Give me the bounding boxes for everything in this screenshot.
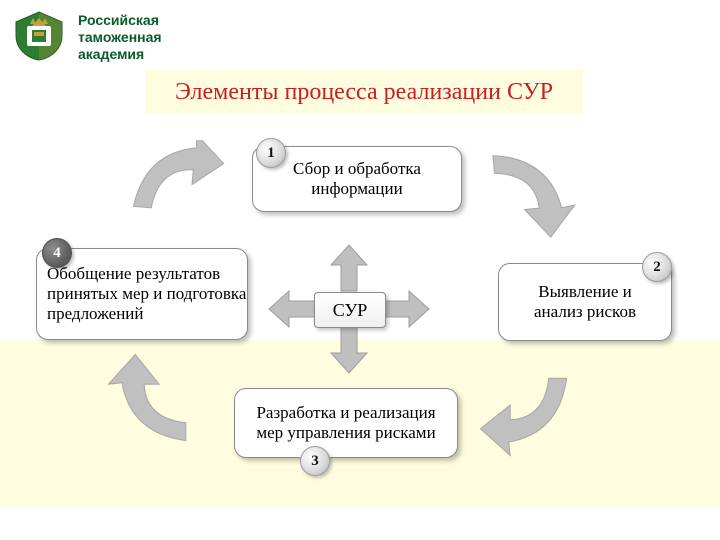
process-node-3: Разработка и реализациямер управления ри… (234, 388, 458, 458)
process-marker-1: 1 (256, 138, 286, 168)
process-marker-number: 2 (653, 259, 661, 276)
process-marker-4: 4 (42, 238, 72, 268)
org-name-line: Российская (78, 12, 162, 29)
org-logo (12, 8, 66, 62)
title-banner: Элементы процесса реализации СУР (145, 70, 583, 114)
org-name-line: академия (78, 46, 162, 63)
process-diagram: Сбор и обработкаинформации 1 Выявление и… (0, 140, 720, 520)
process-marker-3: 3 (300, 446, 330, 476)
process-marker-number: 3 (311, 453, 319, 470)
org-name: Российская таможенная академия (78, 12, 162, 63)
process-marker-number: 4 (53, 245, 61, 262)
process-marker-2: 2 (642, 252, 672, 282)
process-node-label: Разработка и реализациямер управления ри… (256, 403, 435, 443)
org-name-line: таможенная (78, 29, 162, 46)
center-node: СУР (314, 292, 386, 328)
process-node-label: Обобщение результатовпринятых мер и подг… (47, 264, 246, 324)
process-node-label: Сбор и обработкаинформации (293, 159, 421, 199)
page-title: Элементы процесса реализации СУР (175, 79, 553, 106)
center-node-label: СУР (333, 300, 368, 321)
process-marker-number: 1 (267, 145, 275, 162)
process-node-label: Выявление ианализ рисков (534, 282, 636, 322)
